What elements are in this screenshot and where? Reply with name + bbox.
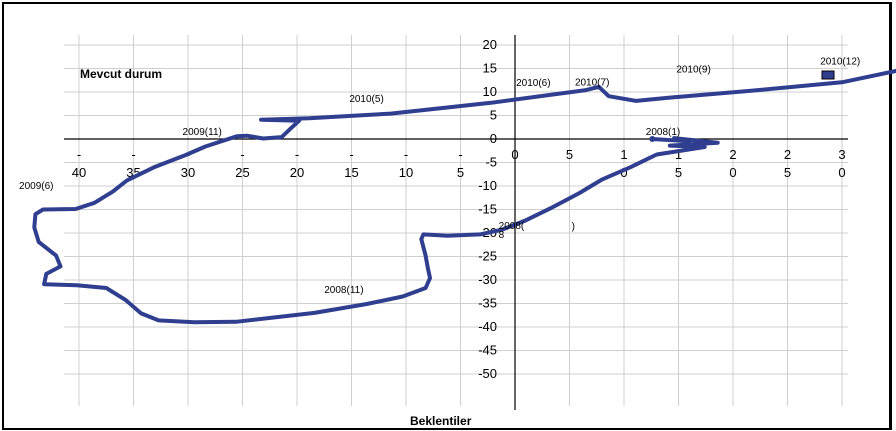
x-tick-label: -15: [344, 147, 358, 180]
y-tick-label: 0: [490, 131, 497, 146]
point-annotation: ): [572, 222, 575, 233]
y-tick-label: -25: [478, 249, 497, 264]
point-annotation: 2008(11): [324, 285, 363, 296]
x-tick-label: 0: [511, 147, 518, 162]
point-annotation: 2010(6): [516, 78, 550, 89]
x-tick-label: -25: [235, 147, 249, 180]
end-marker: [821, 70, 835, 80]
point-annotation: 2008(: [499, 221, 525, 232]
chart-title: Mevcut durum: [80, 67, 162, 81]
x-axis-label: Beklentiler: [410, 414, 472, 428]
point-annotation: 2010(5): [349, 94, 383, 105]
point-annotation: 2010(9): [676, 65, 710, 76]
y-tick-label: -5: [485, 155, 497, 170]
y-tick-label: -30: [478, 272, 497, 287]
y-tick-label: 10: [483, 84, 497, 99]
x-tick-label: -10: [399, 147, 413, 180]
annotations: 2008(1)2008()82008(11)2009(3)2009(6)2009…: [19, 56, 860, 296]
y-tick-label: -40: [478, 319, 497, 334]
x-tick-label: -40: [72, 147, 86, 180]
point-annotation: 8: [499, 230, 505, 241]
point-annotation: 2009(6): [19, 181, 53, 192]
x-tick-label: -20: [290, 147, 304, 180]
y-tick-label: 5: [490, 108, 497, 123]
y-tick-label: -15: [478, 202, 497, 217]
start-point: [649, 136, 656, 142]
tick-labels: -40-35-30-25-20-15-10-50 5 1 01 52 02 53 020151…: [72, 37, 846, 381]
y-tick-label: 20: [483, 37, 497, 52]
series-line: [32, 68, 896, 325]
series-layer: [32, 68, 896, 325]
grid: [64, 35, 848, 406]
y-tick-label: -35: [478, 296, 497, 311]
point-annotation: 2010(7): [575, 77, 609, 88]
y-tick-label: -50: [478, 366, 497, 381]
y-tick-label: 15: [483, 61, 497, 76]
point-annotation: 2010(12): [820, 56, 860, 67]
point-annotation: 2009(11): [183, 127, 222, 138]
y-tick-label: -45: [478, 343, 497, 358]
x-tick-label: 5: [566, 147, 573, 162]
y-tick-label: -10: [478, 178, 497, 193]
point-annotation: 2008(1): [646, 127, 680, 138]
x-tick-label: -5: [457, 147, 464, 180]
